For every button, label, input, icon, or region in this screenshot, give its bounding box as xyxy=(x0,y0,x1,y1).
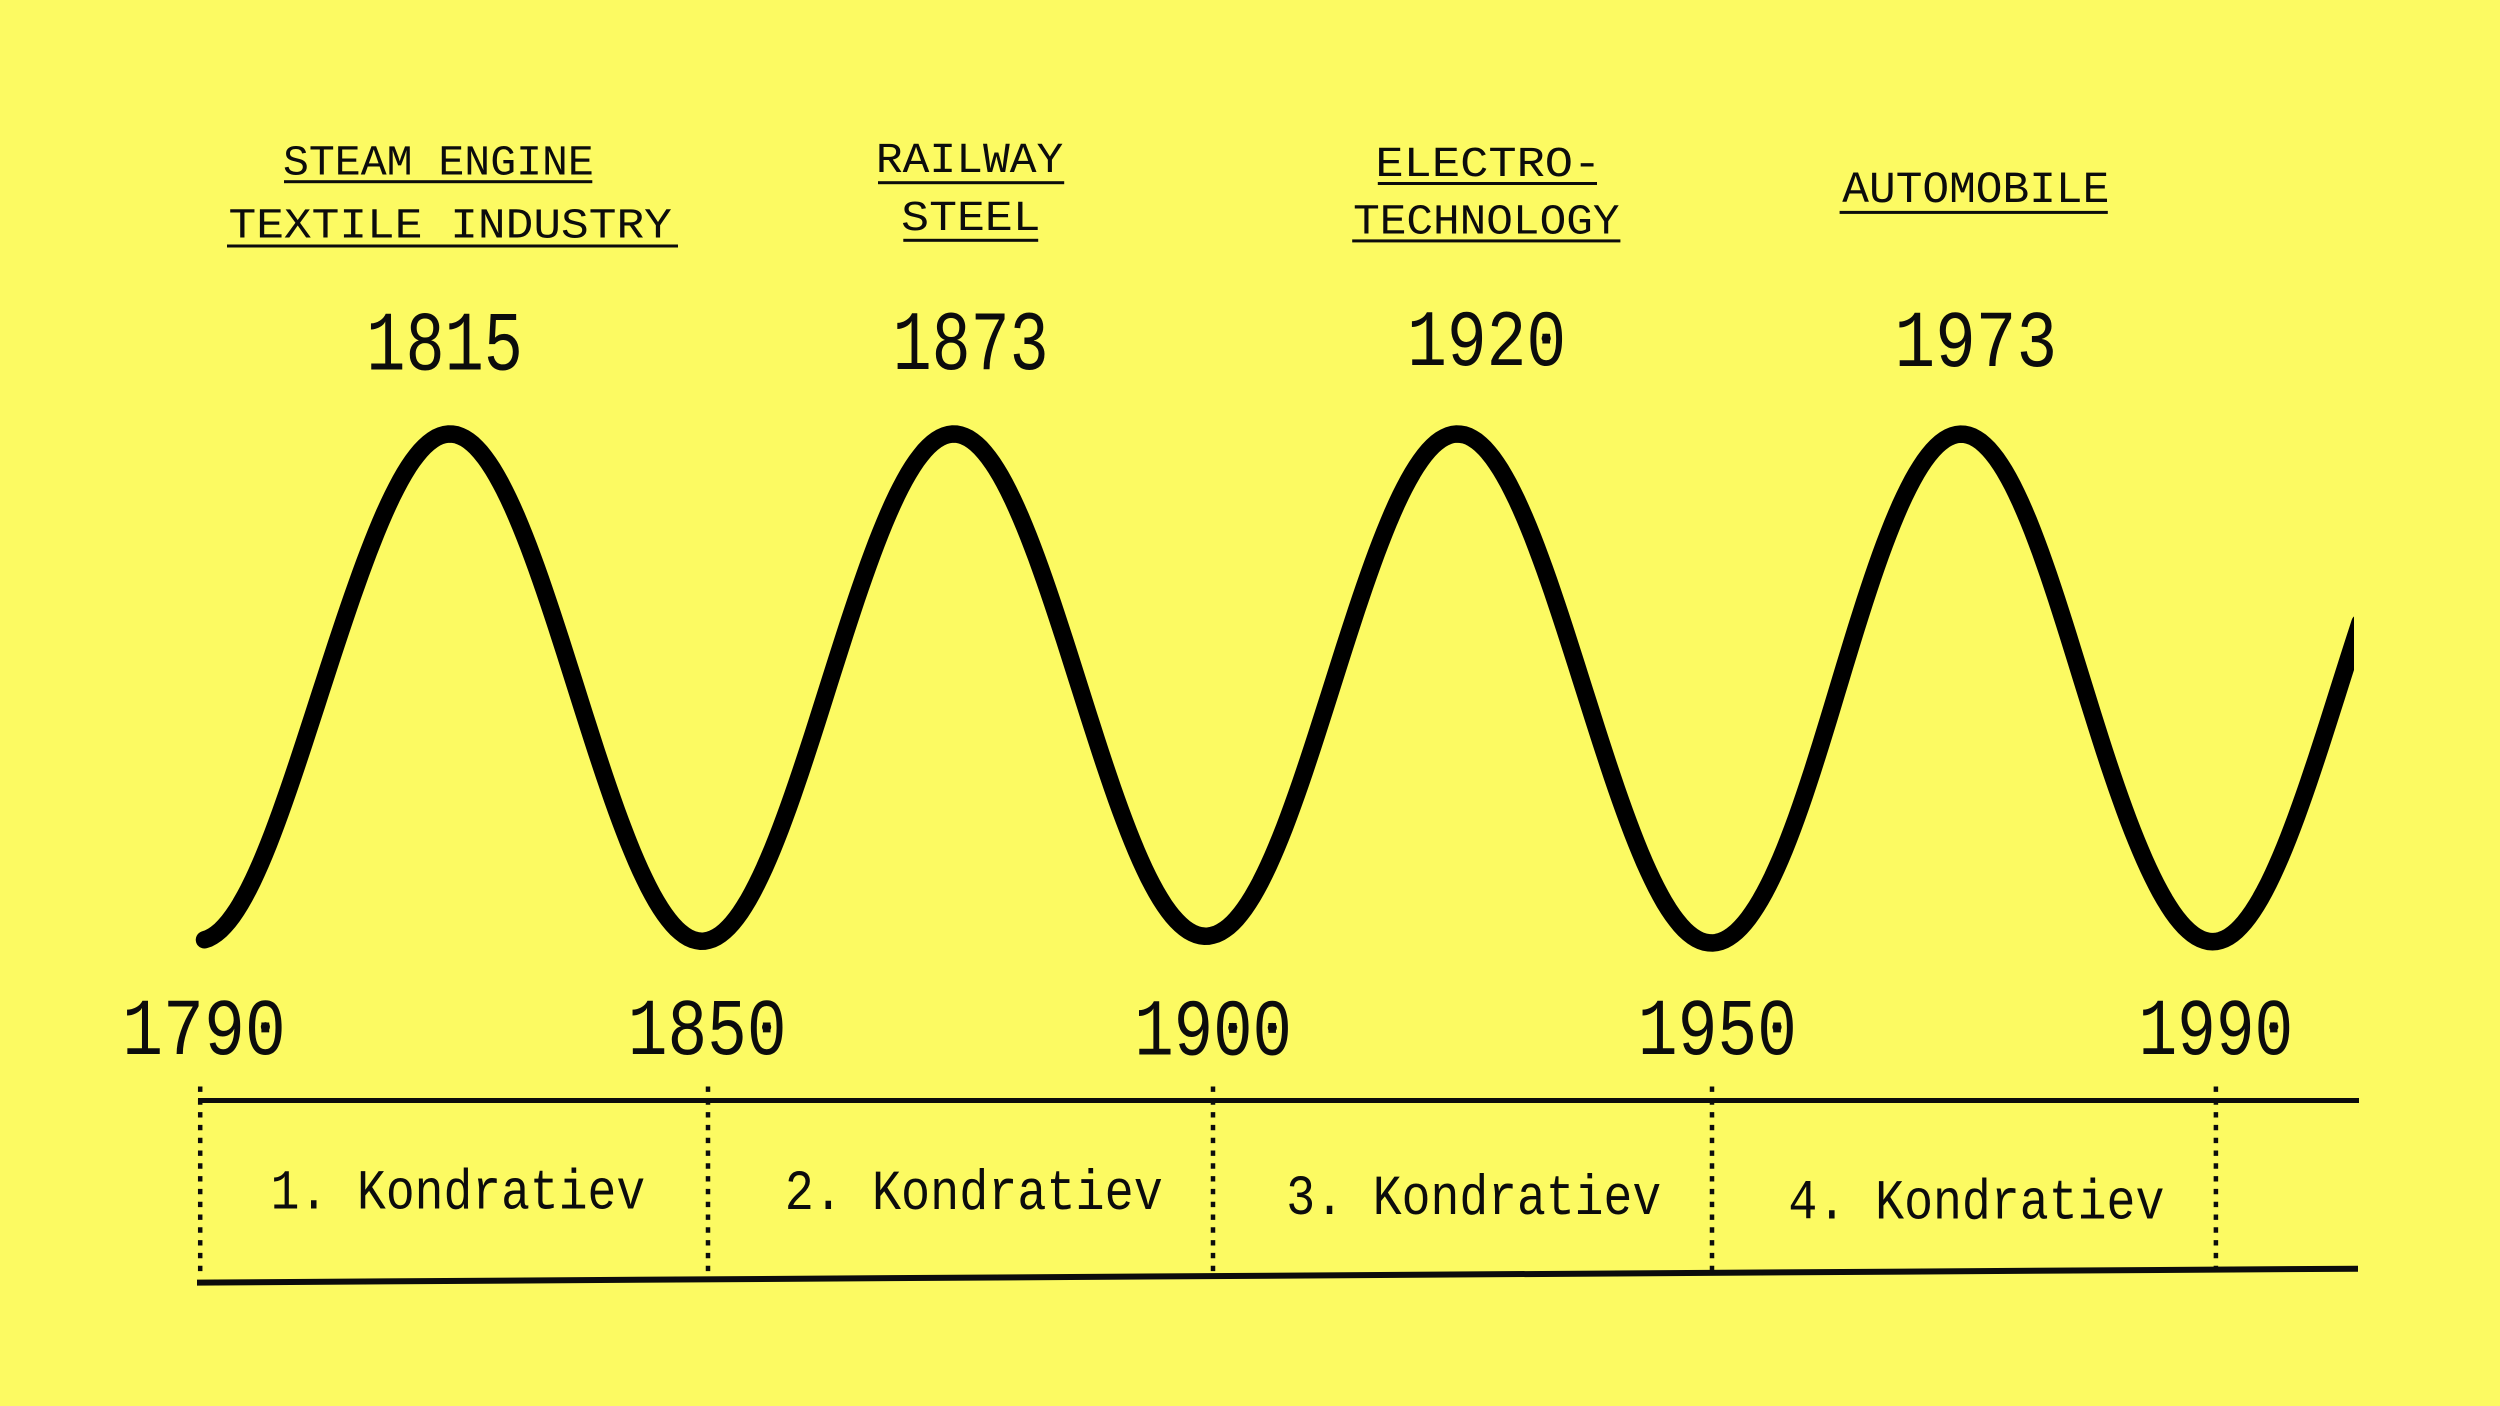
svg-text:ELECTRO-: ELECTRO- xyxy=(1375,140,1601,189)
svg-text:1. Kondratiev: 1. Kondratiev xyxy=(271,1162,646,1226)
svg-text:TEXTILE INDUSTRY: TEXTILE INDUSTRY xyxy=(229,201,673,250)
svg-text:1815: 1815 xyxy=(366,300,523,395)
svg-text:1990: 1990 xyxy=(2139,988,2294,1079)
svg-text:3. Kondratiev: 3. Kondratiev xyxy=(1286,1168,1661,1232)
svg-text:2. Kondratiev: 2. Kondratiev xyxy=(785,1163,1163,1227)
svg-text:STEEL: STEEL xyxy=(901,194,1040,243)
svg-text:1790: 1790 xyxy=(122,988,286,1079)
svg-text:1950: 1950 xyxy=(1638,988,1797,1079)
svg-text:AUTOMOBILE: AUTOMOBILE xyxy=(1842,166,2109,216)
svg-text:4. Kondratiev: 4. Kondratiev xyxy=(1788,1172,2164,1236)
svg-text:1900: 1900 xyxy=(1134,989,1292,1080)
svg-text:TECHNOLOGY: TECHNOLOGY xyxy=(1353,197,1620,246)
svg-text:1973: 1973 xyxy=(1895,300,2058,391)
svg-text:1920: 1920 xyxy=(1407,299,1566,390)
svg-text:STEAM ENGINE: STEAM ENGINE xyxy=(283,138,594,187)
svg-text:RAILWAY: RAILWAY xyxy=(876,136,1064,185)
svg-text:1873: 1873 xyxy=(893,300,1049,395)
svg-text:1850: 1850 xyxy=(628,988,787,1079)
